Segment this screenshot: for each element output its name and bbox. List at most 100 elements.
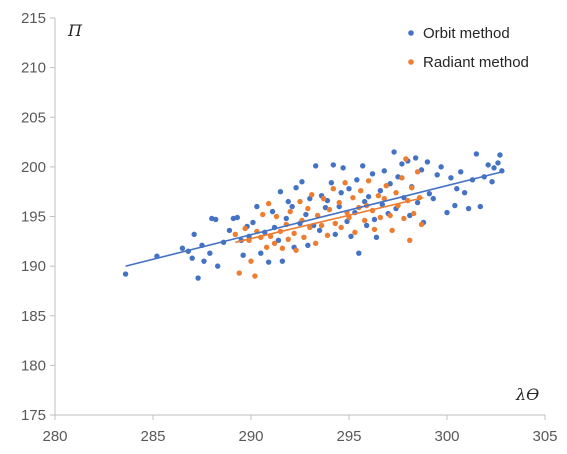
y-tick-label: 190 [21, 258, 46, 275]
y-tick-label: 195 [21, 209, 46, 226]
data-point [452, 202, 458, 209]
data-point [285, 198, 291, 205]
data-point [258, 250, 264, 256]
data-point [226, 227, 233, 234]
data-point [338, 189, 344, 196]
x-tick-label: 305 [532, 428, 557, 445]
data-point [489, 179, 495, 185]
legend-label-radiant: Radiant method [423, 54, 529, 71]
data-point [444, 209, 450, 216]
trendline-radiant [235, 196, 424, 244]
data-point [473, 151, 480, 157]
legend-box [390, 12, 550, 78]
data-point [250, 219, 256, 226]
data-point [293, 185, 299, 191]
data-point [263, 244, 270, 250]
y-tick-label: 180 [21, 357, 46, 374]
data-point [424, 159, 431, 165]
data-point [201, 258, 207, 264]
data-point [465, 205, 472, 212]
data-point [377, 214, 384, 221]
data-point [248, 258, 254, 264]
data-point [365, 193, 372, 200]
data-point [438, 164, 444, 170]
data-point [316, 227, 323, 234]
data-point [495, 160, 501, 166]
data-point [318, 222, 325, 229]
data-point [234, 214, 240, 221]
data-point [307, 224, 313, 231]
data-point [342, 180, 348, 186]
data-point [213, 216, 219, 223]
data-point [375, 192, 382, 199]
data-point [338, 224, 344, 231]
legend-marker-orbit [408, 30, 414, 36]
data-point [301, 234, 307, 241]
data-point [254, 203, 260, 210]
data-point [269, 208, 276, 215]
data-point [336, 203, 342, 210]
data-point [485, 162, 491, 168]
data-point [477, 203, 484, 210]
data-point [312, 240, 319, 246]
data-point [271, 240, 278, 246]
data-point [491, 165, 497, 171]
data-point [387, 212, 393, 219]
data-point [279, 245, 286, 251]
data-point [279, 258, 286, 264]
data-point [350, 194, 356, 201]
data-point [326, 206, 333, 213]
data-point [240, 252, 246, 258]
data-point [265, 259, 272, 265]
y-axis-title: Π [67, 21, 83, 40]
data-point [260, 211, 266, 218]
series-orbit [122, 149, 505, 281]
data-point [328, 180, 335, 186]
data-point [191, 231, 197, 238]
data-point [361, 217, 368, 224]
data-point [412, 155, 419, 161]
data-point [242, 225, 248, 232]
data-point [340, 165, 346, 171]
data-point [277, 188, 284, 195]
data-point [399, 161, 405, 167]
data-point [360, 163, 366, 169]
data-point [189, 255, 195, 261]
y-tick-label: 200 [21, 159, 46, 176]
data-point [371, 226, 378, 233]
data-point [122, 271, 129, 277]
data-point [379, 201, 386, 208]
data-point [297, 198, 303, 205]
data-point [214, 263, 221, 269]
trendlines [125, 171, 503, 267]
data-point [252, 273, 258, 279]
data-point [283, 215, 289, 222]
y-tick-label: 175 [21, 407, 46, 424]
data-point [389, 227, 395, 234]
y-tick-label: 185 [21, 308, 46, 325]
data-point [373, 234, 380, 241]
data-point [356, 250, 362, 256]
data-point [401, 215, 407, 222]
data-point [381, 195, 387, 202]
data-point [332, 220, 338, 227]
trendline-orbit [125, 171, 503, 267]
data-point [454, 186, 460, 192]
data-point [458, 169, 464, 175]
data-point [399, 175, 405, 181]
data-point [369, 171, 376, 177]
data-point [448, 175, 454, 181]
data-point [352, 229, 358, 236]
data-point [409, 185, 415, 191]
data-point [287, 208, 293, 215]
data-point [348, 233, 354, 240]
x-tick-label: 295 [336, 428, 361, 445]
data-point [303, 211, 309, 218]
x-tick-label: 280 [42, 428, 67, 445]
data-point [299, 179, 305, 185]
data-point [336, 199, 342, 206]
data-point [430, 195, 436, 202]
x-tick-label: 290 [238, 428, 263, 445]
data-point [291, 230, 297, 237]
